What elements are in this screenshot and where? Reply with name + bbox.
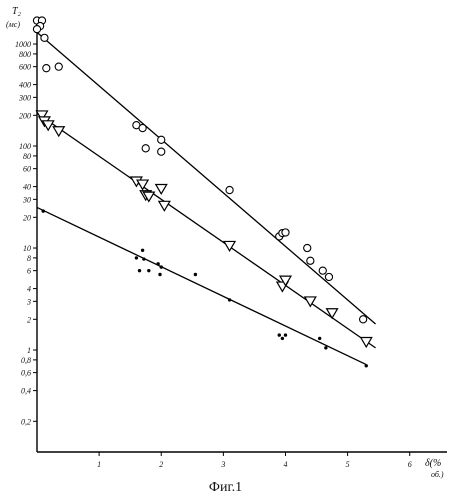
fit-line-dot (37, 207, 366, 364)
point-triangle (327, 309, 338, 318)
y-tick-label: 300 (18, 93, 31, 102)
y-tick-label: 60 (23, 165, 31, 174)
fit-line-circle (37, 32, 376, 324)
y-tick-label: 0,6 (21, 369, 31, 378)
x-tick-label: 4 (283, 460, 287, 469)
point-circle (41, 34, 48, 41)
y-tick-label: 1 (27, 346, 31, 355)
y-tick-label: 30 (22, 195, 31, 204)
y-tick-label: 6 (27, 267, 31, 276)
point-circle (139, 124, 146, 131)
y-tick-label: 100 (19, 142, 31, 151)
point-circle (43, 65, 50, 72)
point-circle (142, 145, 149, 152)
point-circle (55, 63, 62, 70)
point-triangle (137, 180, 148, 189)
point-dot (138, 269, 141, 272)
point-dot (228, 298, 231, 301)
y-axis-title: T₂ (12, 6, 22, 17)
point-dot (135, 256, 138, 259)
point-dot (194, 273, 197, 276)
y-tick-label: 0,2 (21, 417, 31, 426)
point-triangle (159, 201, 170, 210)
point-circle (325, 273, 332, 280)
y-tick-label: 4 (27, 285, 31, 294)
point-triangle (156, 184, 167, 193)
x-tick-label: 6 (408, 460, 412, 469)
point-dot (284, 333, 287, 336)
y-tick-label: 80 (23, 152, 31, 161)
point-circle (158, 148, 165, 155)
y-tick-label: 200 (19, 111, 31, 120)
point-dot (147, 269, 150, 272)
y-tick-label: 0,4 (21, 387, 31, 396)
y-tick-label: 0,8 (21, 356, 31, 365)
y-tick-label: 20 (23, 213, 31, 222)
y-tick-label: 8 (27, 254, 31, 263)
point-dot (281, 337, 284, 340)
y-axis-unit: (мс) (6, 20, 20, 29)
y-tick-label: 40 (23, 183, 31, 192)
y-tick-label: 3 (26, 297, 31, 306)
point-circle (319, 267, 326, 274)
point-circle (282, 229, 289, 236)
y-tick-label: 800 (19, 50, 31, 59)
point-dot (278, 333, 281, 336)
fit-lines (37, 32, 376, 364)
point-circle (226, 186, 233, 193)
point-circle (307, 257, 314, 264)
point-circle (33, 26, 40, 33)
point-dot (158, 273, 161, 276)
x-tick-label: 1 (97, 460, 101, 469)
y-tick-label: 1000 (15, 40, 31, 49)
fit-line-triangle-down (37, 113, 376, 348)
data-points (33, 17, 371, 368)
point-circle (304, 244, 311, 251)
point-triangle (361, 338, 372, 347)
point-circle (158, 136, 165, 143)
x-tick-label: 2 (159, 460, 163, 469)
figure-caption: Фиг.1 (0, 480, 451, 496)
y-tick-label: 2 (27, 315, 31, 324)
point-dot (141, 249, 144, 252)
point-dot (318, 337, 321, 340)
x-axis-title: δ(% (425, 458, 441, 469)
point-dot (142, 257, 145, 260)
y-tick-label: 10 (23, 244, 31, 253)
point-circle (360, 316, 367, 323)
x-tick-label: 3 (220, 460, 225, 469)
y-tick-label: 600 (19, 63, 31, 72)
point-dot (324, 346, 327, 349)
x-tick-label: 5 (346, 460, 350, 469)
point-dot (156, 262, 159, 265)
point-dot (160, 265, 163, 268)
point-dot (365, 364, 368, 367)
y-tick-label: 400 (19, 81, 31, 90)
x-axis-unit: об.) (431, 470, 444, 479)
point-dot (42, 209, 45, 212)
